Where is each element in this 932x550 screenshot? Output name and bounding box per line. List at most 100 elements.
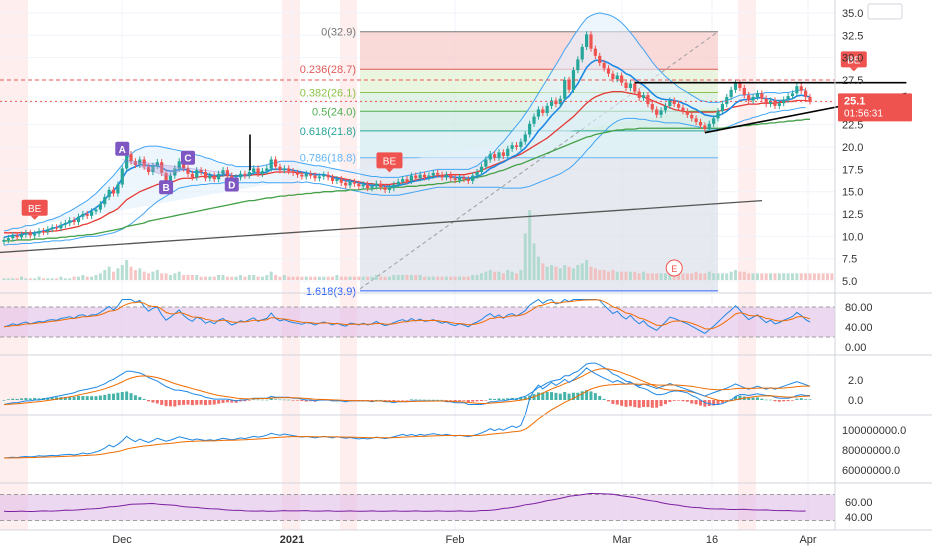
candle-body[interactable]: [444, 174, 449, 178]
candle-body[interactable]: [68, 220, 72, 223]
candle-body[interactable]: [120, 168, 124, 185]
pattern-point-c[interactable]: [180, 150, 195, 165]
candle-body[interactable]: [633, 83, 637, 92]
candle-body[interactable]: [348, 181, 352, 186]
candle-body[interactable]: [742, 88, 746, 96]
candle-body[interactable]: [790, 93, 795, 97]
candle-body[interactable]: [125, 154, 129, 169]
candle-body[interactable]: [54, 227, 59, 229]
candle-body[interactable]: [217, 173, 221, 180]
candle-body[interactable]: [506, 148, 510, 156]
candle-body[interactable]: [238, 173, 243, 178]
candle-body[interactable]: [2, 239, 6, 242]
candle-body[interactable]: [361, 184, 365, 187]
candle-body[interactable]: [712, 118, 716, 124]
candle-body[interactable]: [116, 184, 120, 194]
candle-body[interactable]: [11, 235, 15, 239]
candle-body[interactable]: [786, 96, 790, 100]
candle-body[interactable]: [300, 174, 304, 177]
candle-body[interactable]: [637, 91, 641, 98]
candle-body[interactable]: [146, 166, 151, 173]
candle-body[interactable]: [269, 159, 273, 169]
candle-body[interactable]: [357, 183, 361, 187]
candle-body[interactable]: [707, 123, 711, 130]
candle-body[interactable]: [98, 204, 102, 210]
candle-body[interactable]: [111, 189, 116, 194]
candle-body[interactable]: [37, 231, 41, 234]
candle-body[interactable]: [620, 75, 624, 83]
candle-body[interactable]: [528, 123, 532, 135]
candle-body[interactable]: [247, 172, 251, 176]
candle-body[interactable]: [379, 183, 383, 188]
candle-body[interactable]: [81, 214, 85, 217]
candle-body[interactable]: [326, 174, 330, 178]
candlesticks[interactable]: [2, 31, 812, 245]
candle-body[interactable]: [554, 100, 558, 105]
candle-body[interactable]: [729, 89, 733, 97]
candle-body[interactable]: [449, 174, 453, 179]
candle-body[interactable]: [41, 231, 46, 233]
candle-body[interactable]: [436, 172, 440, 175]
candle-body[interactable]: [33, 233, 37, 236]
pattern-point-d[interactable]: [224, 177, 239, 192]
candle-body[interactable]: [563, 79, 567, 99]
candle-body[interactable]: [567, 79, 571, 90]
candle-body[interactable]: [142, 159, 146, 167]
candle-body[interactable]: [716, 111, 720, 119]
candle-body[interactable]: [317, 176, 321, 179]
candle-body[interactable]: [387, 188, 392, 190]
candle-body[interactable]: [50, 227, 54, 230]
candle-body[interactable]: [365, 184, 370, 189]
candle-body[interactable]: [103, 197, 107, 205]
candle-body[interactable]: [370, 186, 374, 189]
candle-body[interactable]: [414, 175, 418, 179]
candle-body[interactable]: [335, 179, 339, 181]
candle-body[interactable]: [155, 162, 159, 166]
candle-body[interactable]: [466, 179, 470, 181]
candle-body[interactable]: [313, 175, 317, 179]
candle-body[interactable]: [260, 171, 265, 174]
candle-body[interactable]: [615, 75, 619, 80]
candle-body[interactable]: [164, 172, 168, 181]
candle-body[interactable]: [409, 175, 413, 181]
abcd-pattern[interactable]: A B C D: [115, 141, 239, 195]
candle-body[interactable]: [663, 105, 668, 111]
candle-body[interactable]: [681, 107, 685, 112]
candle-body[interactable]: [273, 159, 278, 167]
candle-body[interactable]: [471, 175, 475, 181]
candle-body[interactable]: [725, 96, 729, 105]
candle-body[interactable]: [160, 162, 164, 173]
candle-body[interactable]: [760, 93, 764, 99]
candle-body[interactable]: [418, 174, 422, 179]
candle-body[interactable]: [510, 145, 514, 149]
candle-body[interactable]: [304, 173, 308, 177]
candle-body[interactable]: [94, 209, 98, 212]
candle-body[interactable]: [15, 235, 19, 238]
candle-body[interactable]: [501, 152, 505, 156]
candle-body[interactable]: [703, 125, 707, 130]
candle-body[interactable]: [751, 96, 755, 101]
candle-body[interactable]: [519, 141, 523, 147]
time-axis[interactable]: Dec 2021 Feb Mar 16 Apr: [112, 534, 817, 546]
candle-body[interactable]: [698, 121, 703, 126]
candle-body[interactable]: [374, 183, 378, 187]
candle-body[interactable]: [808, 96, 812, 102]
candle-body[interactable]: [85, 214, 89, 216]
earnings-marker[interactable]: [665, 259, 683, 277]
candle-body[interactable]: [190, 173, 194, 178]
candle-body[interactable]: [795, 86, 799, 94]
candle-body[interactable]: [168, 175, 173, 181]
candle-body[interactable]: [479, 166, 484, 173]
candle-body[interactable]: [352, 181, 357, 184]
candle-body[interactable]: [576, 59, 580, 71]
candle-body[interactable]: [659, 110, 663, 115]
candle-body[interactable]: [431, 172, 435, 176]
candle-body[interactable]: [19, 234, 24, 238]
candle-body[interactable]: [720, 104, 724, 112]
be-badge-1[interactable]: [376, 152, 403, 169]
candle-body[interactable]: [396, 181, 400, 185]
candle-body[interactable]: [611, 73, 615, 80]
candle-body[interactable]: [545, 105, 549, 114]
candle-body[interactable]: [672, 100, 676, 105]
